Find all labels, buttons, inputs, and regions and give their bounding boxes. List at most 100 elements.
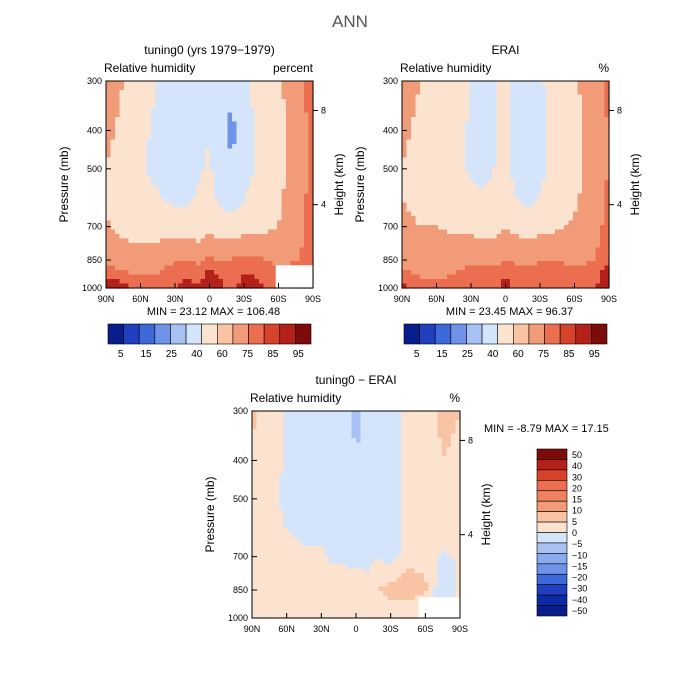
heatmap-cell	[209, 99, 215, 105]
heatmap-cell	[387, 438, 393, 444]
heatmap-cell	[115, 148, 121, 154]
heatmap-cell	[133, 103, 139, 109]
heatmap-cell	[591, 234, 597, 240]
heatmap-cell	[433, 202, 439, 208]
heatmap-cell	[433, 243, 439, 249]
heatmap-cell	[277, 139, 283, 145]
heatmap-cell	[119, 135, 125, 141]
heatmap-cell	[151, 211, 157, 217]
heatmap-cell	[447, 99, 453, 105]
heatmap-cell	[110, 108, 116, 114]
heatmap-cell	[110, 261, 116, 267]
heatmap-cell	[568, 279, 574, 285]
heatmap-cell	[283, 460, 289, 466]
heatmap-cell	[272, 207, 278, 213]
heatmap-cell	[209, 90, 215, 96]
heatmap-cell	[519, 184, 525, 190]
heatmap-cell	[424, 216, 430, 222]
heatmap-cell	[396, 456, 402, 462]
heatmap-cell	[369, 429, 375, 435]
heatmap-cell	[487, 243, 493, 249]
heatmap-cell	[604, 175, 610, 181]
heatmap-cell	[232, 198, 238, 204]
heatmap-cell	[151, 180, 157, 186]
heatmap-cell	[124, 153, 130, 159]
y-axis-right-label: Height (km)	[628, 153, 642, 215]
heatmap-cell	[442, 81, 448, 87]
heatmap-cell	[133, 153, 139, 159]
heatmap-cell	[223, 225, 229, 231]
heatmap-cell	[256, 420, 262, 426]
heatmap-cell	[401, 429, 407, 435]
heatmap-cell	[559, 162, 565, 168]
heatmap-cell	[110, 121, 116, 127]
heatmap-cell	[429, 207, 435, 213]
heatmap-cell	[550, 103, 556, 109]
heatmap-cell	[182, 229, 188, 235]
heatmap-cell	[196, 139, 202, 145]
heatmap-cell	[227, 94, 233, 100]
heatmap-cell	[360, 415, 366, 421]
heatmap-cell	[308, 184, 314, 190]
heatmap-cell	[456, 283, 462, 289]
heatmap-cell	[241, 126, 247, 132]
heatmap-cell	[268, 234, 274, 240]
heatmap-cell	[214, 256, 220, 262]
heatmap-cell	[501, 175, 507, 181]
heatmap-cell	[164, 126, 170, 132]
heatmap-cell	[164, 252, 170, 258]
heatmap-cell	[447, 270, 453, 276]
heatmap-cell	[319, 456, 325, 462]
heatmap-cell	[263, 243, 269, 249]
heatmap-cell	[496, 256, 502, 262]
heatmap-cell	[519, 153, 525, 159]
heatmap-cell	[460, 270, 466, 276]
heatmap-cell	[455, 415, 461, 421]
heatmap-cell	[419, 447, 425, 453]
heatmap-cell	[182, 243, 188, 249]
heatmap-cell	[218, 103, 224, 109]
heatmap-cell	[487, 270, 493, 276]
heatmap-cell	[532, 166, 538, 172]
heatmap-cell	[414, 460, 420, 466]
heatmap-cell	[496, 94, 502, 100]
heatmap-cell	[537, 198, 543, 204]
heatmap-cell	[523, 130, 529, 136]
heatmap-cell	[241, 238, 247, 244]
heatmap-cell	[196, 148, 202, 154]
heatmap-cell	[232, 126, 238, 132]
heatmap-cell	[424, 234, 430, 240]
heatmap-cell	[396, 415, 402, 421]
heatmap-cell	[465, 256, 471, 262]
heatmap-cell	[263, 261, 269, 267]
heatmap-cell	[290, 211, 296, 217]
heatmap-cell	[428, 433, 434, 439]
heatmap-cell	[483, 108, 489, 114]
heatmap-cell	[274, 415, 280, 421]
heatmap-cell	[106, 81, 112, 87]
heatmap-cell	[200, 130, 206, 136]
heatmap-cell	[451, 229, 457, 235]
heatmap-cell	[218, 85, 224, 91]
heatmap-cell	[173, 247, 179, 253]
heatmap-cell	[214, 121, 220, 127]
heatmap-cell	[451, 198, 457, 204]
heatmap-cell	[146, 130, 152, 136]
heatmap-cell	[155, 117, 161, 123]
heatmap-cell	[250, 166, 256, 172]
heatmap-cell	[505, 202, 511, 208]
heatmap-cell	[169, 207, 175, 213]
colorbar-swatch	[263, 323, 281, 345]
heatmap-cell	[356, 411, 362, 417]
heatmap-cell	[514, 144, 520, 150]
heatmap-cell	[600, 144, 606, 150]
heatmap-cell	[510, 211, 516, 217]
heatmap-cell	[402, 139, 408, 145]
heatmap-cell	[586, 90, 592, 96]
heatmap-cell	[532, 162, 538, 168]
heatmap-cell	[124, 216, 130, 222]
heatmap-cell	[155, 220, 161, 226]
figure-title: ANN	[332, 12, 368, 31]
heatmap-cell	[245, 126, 251, 132]
heatmap-cell	[514, 90, 520, 96]
